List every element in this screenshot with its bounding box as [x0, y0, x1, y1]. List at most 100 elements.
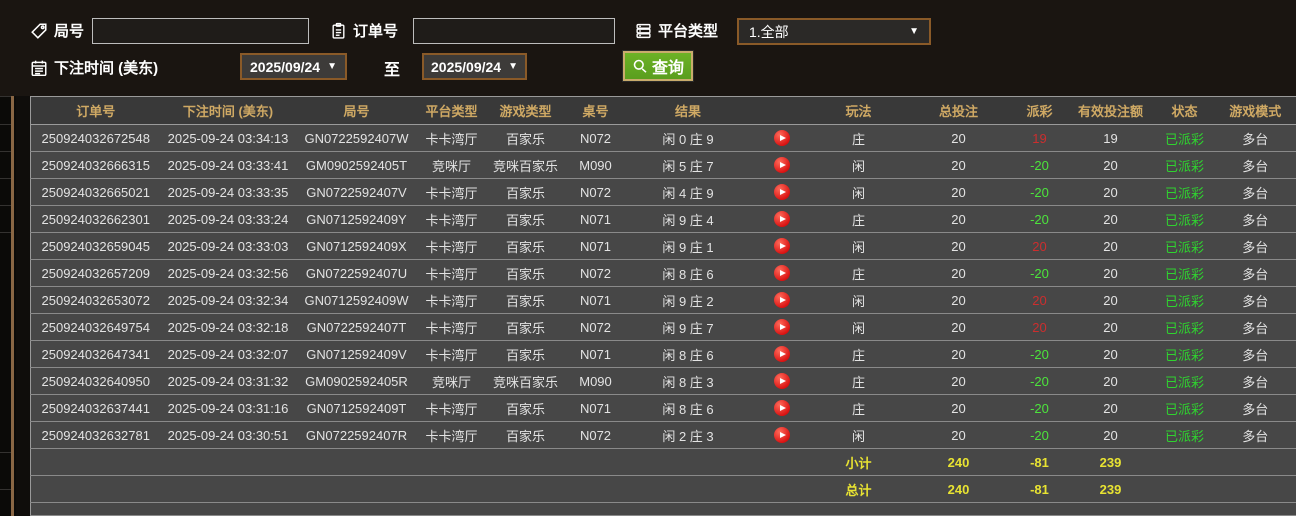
cell-time: 2025-09-24 03:34:13: [160, 124, 296, 152]
cell-mode: 多台: [1214, 286, 1296, 314]
cell-table_no: M090: [565, 151, 626, 179]
column-header-game: 游戏类型: [485, 96, 566, 125]
cell-bet_side: 闲: [812, 313, 905, 341]
search-button[interactable]: 查询: [622, 50, 694, 82]
cell-platform: 卡卡湾厅: [417, 313, 486, 341]
cell-game: 竞咪百家乐: [485, 367, 566, 395]
cell-round: GN0712592409Y: [295, 205, 418, 233]
cell-game: 百家乐: [485, 232, 566, 260]
date-from-select[interactable]: 2025/09/24 ▼: [240, 53, 347, 80]
cell-total_bet: 20: [904, 313, 1013, 341]
subtotal-row: 小计 240 -81 239: [30, 448, 1296, 476]
search-button-label: 查询: [651, 60, 684, 77]
cell-mode: 多台: [1214, 367, 1296, 395]
cell-valid_bet: 20: [1066, 178, 1155, 206]
cell-time: 2025-09-24 03:33:35: [160, 178, 296, 206]
replay-play-icon[interactable]: [773, 130, 790, 147]
cell-bet_side: 庄: [812, 340, 905, 368]
cell-valid_bet: 20: [1066, 421, 1155, 449]
replay-play-icon[interactable]: [773, 265, 790, 282]
column-header-payout: 派彩: [1012, 96, 1067, 125]
cell-result: 闲 8 庄 6: [625, 394, 751, 422]
bet-records-table: 订单号 下注时间 (美东) 局号 平台类型 游戏类型 桌号 结果 玩法 总投注 …: [30, 96, 1296, 516]
cell-payout: -20: [1012, 151, 1067, 179]
replay-play-icon[interactable]: [773, 427, 790, 444]
edge-row-line: [0, 151, 11, 152]
replay-play-icon[interactable]: [773, 184, 790, 201]
cell-game: 百家乐: [485, 286, 566, 314]
table-row: 250924032647341 2025-09-24 03:32:07 GN0712…: [30, 340, 1296, 368]
column-header-mode: 游戏模式: [1214, 96, 1296, 125]
order-number-input[interactable]: [413, 18, 615, 44]
cell-round: GN0722592407U: [295, 259, 418, 287]
cell-payout: -20: [1012, 394, 1067, 422]
play-triangle: [779, 135, 786, 142]
cell-status: 已派彩: [1154, 421, 1215, 449]
replay-play-icon[interactable]: [773, 157, 790, 174]
cell-round: GM0902592405T: [295, 151, 418, 179]
replay-play-icon[interactable]: [773, 400, 790, 417]
empty-cell: [30, 502, 1296, 516]
replay-play-icon[interactable]: [773, 211, 790, 228]
cell-bet_side: 庄: [812, 367, 905, 395]
cell-payout: -20: [1012, 340, 1067, 368]
cell-bet_side: 闲: [812, 178, 905, 206]
table-row: 250924032649754 2025-09-24 03:32:18 GN0722…: [30, 313, 1296, 341]
clipboard-icon: [332, 22, 345, 39]
cell-valid_bet: 20: [1066, 394, 1155, 422]
cell-mode: 多台: [1214, 340, 1296, 368]
cell-payout: -20: [1012, 421, 1067, 449]
play-triangle: [779, 378, 786, 385]
edge-row-line: [0, 232, 11, 233]
cell-time: 2025-09-24 03:33:03: [160, 232, 296, 260]
subtotal-payout: -81: [1012, 448, 1067, 476]
cell-round: GN0722592407T: [295, 313, 418, 341]
column-header-platform: 平台类型: [417, 96, 486, 125]
cell-total_bet: 20: [904, 232, 1013, 260]
cell-result: 闲 4 庄 9: [625, 178, 751, 206]
cell-time: 2025-09-24 03:32:34: [160, 286, 296, 314]
cell-replay: [750, 259, 813, 287]
cell-total_bet: 20: [904, 259, 1013, 287]
round-number-input[interactable]: [92, 18, 309, 44]
cell-order: 250924032649754: [30, 313, 161, 341]
replay-play-icon[interactable]: [773, 319, 790, 336]
cell-bet_side: 庄: [812, 124, 905, 152]
cell-order: 250924032632781: [30, 421, 161, 449]
order-number-label: 订单号: [353, 23, 399, 40]
cell-game: 百家乐: [485, 421, 566, 449]
cell-table_no: N072: [565, 124, 626, 152]
cell-result: 闲 9 庄 7: [625, 313, 751, 341]
cell-game: 百家乐: [485, 259, 566, 287]
replay-play-icon[interactable]: [773, 346, 790, 363]
table-row: 250924032672548 2025-09-24 03:34:13 GN0722…: [30, 124, 1296, 152]
replay-play-icon[interactable]: [773, 373, 790, 390]
play-triangle: [779, 324, 786, 331]
chevron-down-icon: ▼: [327, 61, 337, 72]
platform-type-select[interactable]: 1.全部 ▼: [737, 18, 931, 45]
left-edge-accent-line: [11, 0, 14, 516]
date-to-select[interactable]: 2025/09/24 ▼: [422, 53, 527, 80]
replay-play-icon[interactable]: [773, 292, 790, 309]
cell-replay: [750, 286, 813, 314]
cell-order: 250924032659045: [30, 232, 161, 260]
cell-replay: [750, 205, 813, 233]
cell-round: GN0722592407V: [295, 178, 418, 206]
column-header-time: 下注时间 (美东): [160, 96, 296, 125]
column-header-status: 状态: [1154, 96, 1215, 125]
play-triangle: [779, 162, 786, 169]
play-triangle: [779, 351, 786, 358]
cell-mode: 多台: [1214, 178, 1296, 206]
round-number-label: 局号: [54, 23, 85, 40]
cell-payout: 20: [1012, 286, 1067, 314]
cell-replay: [750, 313, 813, 341]
cell-replay: [750, 421, 813, 449]
bet-time-label: 下注时间 (美东): [54, 60, 159, 77]
cell-payout: -20: [1012, 367, 1067, 395]
column-header-replay: [750, 96, 813, 125]
cell-round: GN0712592409W: [295, 286, 418, 314]
replay-play-icon[interactable]: [773, 238, 790, 255]
cell-game: 百家乐: [485, 124, 566, 152]
cell-valid_bet: 20: [1066, 313, 1155, 341]
cell-order: 250924032672548: [30, 124, 161, 152]
